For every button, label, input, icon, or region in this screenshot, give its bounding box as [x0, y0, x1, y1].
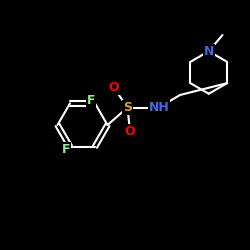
- Text: N: N: [204, 45, 214, 58]
- Text: NH: NH: [148, 101, 169, 114]
- Text: S: S: [123, 101, 132, 114]
- Text: O: O: [125, 125, 135, 138]
- Text: F: F: [87, 94, 96, 107]
- Text: F: F: [62, 143, 70, 156]
- Text: O: O: [108, 81, 119, 94]
